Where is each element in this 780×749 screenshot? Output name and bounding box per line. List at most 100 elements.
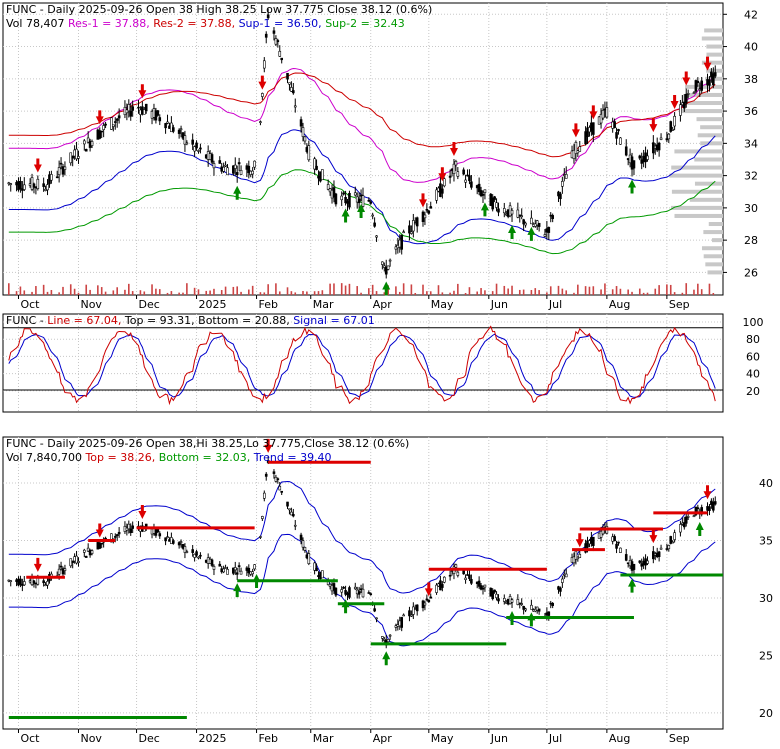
price-candle-body bbox=[261, 93, 264, 97]
trend-candle-body bbox=[344, 590, 347, 595]
price-candle-body bbox=[137, 106, 140, 109]
trend-candle-body bbox=[131, 525, 134, 529]
price-candle-body bbox=[235, 172, 239, 176]
x-tick-label: May bbox=[431, 732, 454, 745]
price-candle-body bbox=[712, 73, 715, 86]
osc-ytick-label: 80 bbox=[746, 333, 760, 346]
trend-candle-body bbox=[303, 547, 307, 551]
volume-profile-bar bbox=[705, 262, 723, 267]
trend-candle-body bbox=[46, 581, 49, 586]
trend-candle-body bbox=[659, 547, 663, 550]
oscillator-panel: 100 80 60 40 20 FUNC - Line = 67.04, Top = 9… bbox=[2, 313, 764, 413]
price-candle-body bbox=[357, 198, 361, 204]
trend-candle-body bbox=[686, 516, 690, 518]
volume-bar bbox=[278, 291, 281, 295]
trend-candle-body bbox=[247, 567, 251, 574]
trend-candle-body bbox=[307, 553, 311, 564]
volume-bar bbox=[224, 286, 227, 295]
trend-candle-body bbox=[222, 568, 225, 573]
price-candle-body bbox=[292, 90, 295, 94]
price-candle-body bbox=[46, 184, 49, 191]
sell-arrow bbox=[419, 193, 427, 208]
price-candle-body bbox=[425, 208, 429, 211]
price-candle-body bbox=[125, 109, 129, 114]
volume-profile-bar bbox=[703, 230, 723, 235]
osc-ytick-label: 40 bbox=[746, 368, 760, 381]
volume-bar bbox=[414, 292, 417, 295]
trend-candle-body bbox=[293, 524, 297, 527]
x-tick-label: Dec bbox=[139, 732, 160, 745]
trend-candle-body bbox=[290, 511, 293, 516]
trend-candle-body bbox=[342, 587, 345, 589]
price-candle-body bbox=[375, 235, 378, 238]
volume-bar bbox=[240, 291, 242, 295]
trend-candle-body bbox=[19, 578, 22, 585]
trend-candle-body bbox=[197, 556, 200, 559]
volume-profile-bar bbox=[685, 84, 723, 89]
trend-candle-body bbox=[564, 573, 568, 578]
price-candle-body bbox=[415, 217, 419, 227]
trend-legend: Vol 7,840,700 Top = 38.26, Bottom = 32.0… bbox=[6, 451, 332, 464]
trend-candle-body bbox=[578, 553, 582, 558]
trend-candle-body bbox=[537, 608, 541, 612]
osc-ytick-label: 60 bbox=[746, 350, 760, 363]
volume-bar bbox=[429, 291, 432, 295]
volume-bar bbox=[685, 283, 688, 295]
sell-arrow bbox=[258, 75, 267, 90]
trend-candle-body bbox=[615, 543, 618, 549]
trend-candle-body bbox=[613, 536, 616, 542]
volume-bar bbox=[360, 292, 362, 295]
oscillator-panel-frame bbox=[2, 313, 724, 413]
volume-bar bbox=[306, 291, 308, 295]
trend-candle-body bbox=[522, 606, 525, 610]
trend-candle-body bbox=[454, 564, 458, 568]
x-tick-label: Oct bbox=[20, 298, 40, 311]
volume-bar bbox=[638, 288, 641, 295]
price-candle-body bbox=[410, 231, 413, 234]
price-candle-body bbox=[251, 170, 254, 175]
volume-profile-bar bbox=[703, 254, 723, 259]
price-candle-body bbox=[262, 60, 266, 69]
trend-candle-body bbox=[667, 545, 671, 550]
trend-candle-body bbox=[110, 533, 113, 543]
trend-candle-body bbox=[619, 547, 622, 553]
price-candle-body bbox=[183, 135, 187, 145]
trend-sell-arrow bbox=[649, 529, 658, 544]
x-tick-label: Nov bbox=[80, 298, 102, 311]
trend-candle-body bbox=[301, 540, 305, 548]
price-candle-body bbox=[307, 145, 311, 161]
price-candle-body bbox=[384, 266, 388, 275]
trend-candle-body bbox=[673, 532, 676, 540]
price-candle-body bbox=[535, 220, 539, 226]
trend-ytick-label: 30 bbox=[759, 592, 773, 605]
price-ytick-label: 26 bbox=[744, 266, 758, 279]
trend-sell-arrow bbox=[33, 557, 42, 572]
trend-lower-band bbox=[8, 533, 716, 647]
volume-profile-bar bbox=[708, 222, 723, 227]
trend-candle-body bbox=[367, 592, 371, 594]
price-candle-body bbox=[551, 215, 554, 220]
price-candle-body bbox=[32, 183, 36, 188]
price-panel: 42 40 38 36 34 32 30 28 26 FUNC - Daily 2025-09-… bbox=[2, 2, 758, 296]
price-candle-body bbox=[212, 163, 216, 169]
x-tick-label: 2025 bbox=[199, 298, 227, 311]
volume-bar bbox=[42, 284, 45, 295]
price-candle-body bbox=[286, 72, 289, 80]
volume-bar bbox=[220, 290, 223, 295]
trend-candle-body bbox=[340, 589, 344, 593]
trend-candle-body bbox=[502, 598, 506, 602]
price-candle-body bbox=[429, 206, 433, 209]
volume-profile-bar bbox=[706, 44, 723, 49]
trend-candle-body bbox=[410, 614, 413, 617]
trend-ytick-label: 35 bbox=[759, 534, 773, 547]
sell-arrow bbox=[571, 123, 580, 138]
trend-sell-arrow bbox=[424, 582, 433, 597]
volume-bar bbox=[371, 284, 374, 295]
sell-arrow bbox=[138, 84, 147, 99]
volume-bar bbox=[313, 291, 316, 295]
trend-candle-body bbox=[464, 577, 467, 580]
price-ytick-label: 32 bbox=[744, 170, 758, 183]
trend-candle-body bbox=[572, 556, 576, 564]
price-candle-body bbox=[30, 177, 34, 190]
volume-profile-bar bbox=[700, 125, 723, 130]
